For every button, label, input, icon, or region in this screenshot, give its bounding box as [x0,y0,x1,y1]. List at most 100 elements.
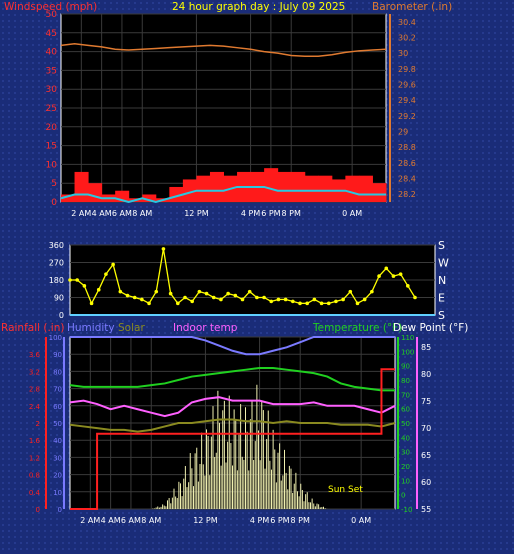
barometer-tick-label: 30.2 [398,34,416,43]
wind-average-line [60,185,386,204]
wind-gust-bar [304,175,319,202]
wind-gust-bar [372,183,387,202]
windspeed-tick-label: 30 [46,85,58,95]
windspeed-tick-label: 10 [46,160,58,170]
direction-segment [249,291,258,299]
sensor-time-tick-label: 4 AM [101,516,121,525]
temp-tick-label: 100 [401,348,414,356]
rain-tick-label: 2.8 [29,386,40,394]
rainfall-line [70,368,395,510]
sensor-time-tick-label: 4 PM [250,516,269,525]
direction-tick-label: 90 [54,294,64,303]
time-tick-label: 2 AM [71,209,91,218]
barometer-tick-label: 30 [398,49,408,58]
temp-tick-label: 20 [401,463,410,471]
direction-segment [364,291,373,300]
direction-segment [242,291,251,300]
direction-tick-label: 0 [59,311,64,320]
direction-segment [206,293,215,299]
direction-segment [306,298,315,304]
compass-label: S [438,309,445,322]
sensor-time-tick-label: 2 AM [80,516,100,525]
barometer-tick-label: 29.4 [398,96,416,105]
wind-gust-bar [115,190,130,202]
direction-segment [227,292,236,297]
rain-tick-label: 3.2 [29,368,40,376]
direction-segment [371,275,380,292]
direction-segment [393,273,401,277]
solar-line [69,418,396,433]
barometer-tick-label: 29.6 [398,81,416,90]
direction-segment [271,298,279,303]
direction-segment [191,291,200,302]
wind-gust-bar [264,168,279,202]
direction-segment [357,298,365,304]
windspeed-tick-label: 45 [46,29,57,39]
direction-segment [141,298,150,304]
time-tick-label: 0 AM [342,209,362,218]
direction-segment [112,264,121,292]
sensor-time-tick-label: 8 PM [291,516,310,525]
direction-segment [76,279,85,287]
indoor-temp-axis-title: Indoor temp [173,322,238,334]
dewpoint-tick-label: 65 [421,451,431,460]
humidity-tick-label: 10 [53,489,62,497]
compass-label: E [438,292,445,305]
time-tick-label: 4 AM [92,209,112,218]
temp-tick-label: -10 [401,506,412,514]
direction-segment [378,267,387,277]
dewpoint-tick-label: 55 [421,505,431,514]
dewpoint-tick-label: 85 [421,343,431,352]
temp-tick-label: 30 [401,449,410,457]
time-tick-label: 6 AM [112,209,132,218]
windspeed-tick-label: 40 [46,48,58,58]
wind-gust-bar [291,171,306,202]
windspeed-tick-label: 0 [51,198,57,208]
barometer-axis-title: Barometer (.in) [372,1,452,13]
sensor-time-tick-label: 6 PM [270,516,289,525]
wind-gust-bar [88,183,103,202]
sensor-time-tick-label: 6 AM [121,516,141,525]
time-tick-label: 12 PM [184,209,209,218]
barometer-tick-label: 30.4 [398,18,416,27]
direction-tick-label: 360 [49,241,64,250]
direction-segment [162,248,172,294]
temp-tick-label: 40 [401,434,410,442]
direction-segment [220,293,229,300]
humidity-tick-label: 30 [53,454,62,462]
windspeed-tick-label: 50 [46,10,58,20]
direction-segment [263,296,272,302]
wind-gust-bar [209,171,224,202]
rain-tick-label: 0.4 [29,489,41,497]
direction-segment [170,293,179,304]
direction-segment [213,296,222,301]
temp-tick-label: 50 [401,420,410,428]
temp-tick-label: 90 [401,363,410,371]
windspeed-tick-label: 20 [46,123,58,133]
time-tick-label: 6 PM [261,209,280,218]
sensor-time-tick-label: 12 PM [193,516,218,525]
wind-gust-bar [277,171,292,202]
barometer-tick-label: 28.4 [398,175,416,184]
humidity-tick-label: 100 [49,334,62,342]
wind-gust-bar [142,194,157,202]
direction-segment [292,300,301,304]
temp-tick-label: 70 [401,391,410,399]
windspeed-tick-label: 5 [51,179,57,189]
barometer-tick-label: 28.6 [398,159,416,168]
rain-tick-label: 0 [36,506,40,514]
direction-segment [184,296,193,302]
direction-segment [148,291,157,304]
humidity-tick-label: 60 [53,403,62,411]
direction-segment [120,291,128,297]
barometer-tick-label: 28.2 [398,190,416,199]
direction-segment [342,291,351,300]
sensor-time-tick-label: 8 AM [141,516,161,525]
sensor-time-tick-label: 0 AM [351,516,371,525]
temp-tick-label: 0 [401,492,405,500]
direction-segment [127,294,135,299]
time-tick-label: 8 PM [282,209,301,218]
humidity-tick-label: 0 [58,506,62,514]
direction-segment [328,300,337,304]
